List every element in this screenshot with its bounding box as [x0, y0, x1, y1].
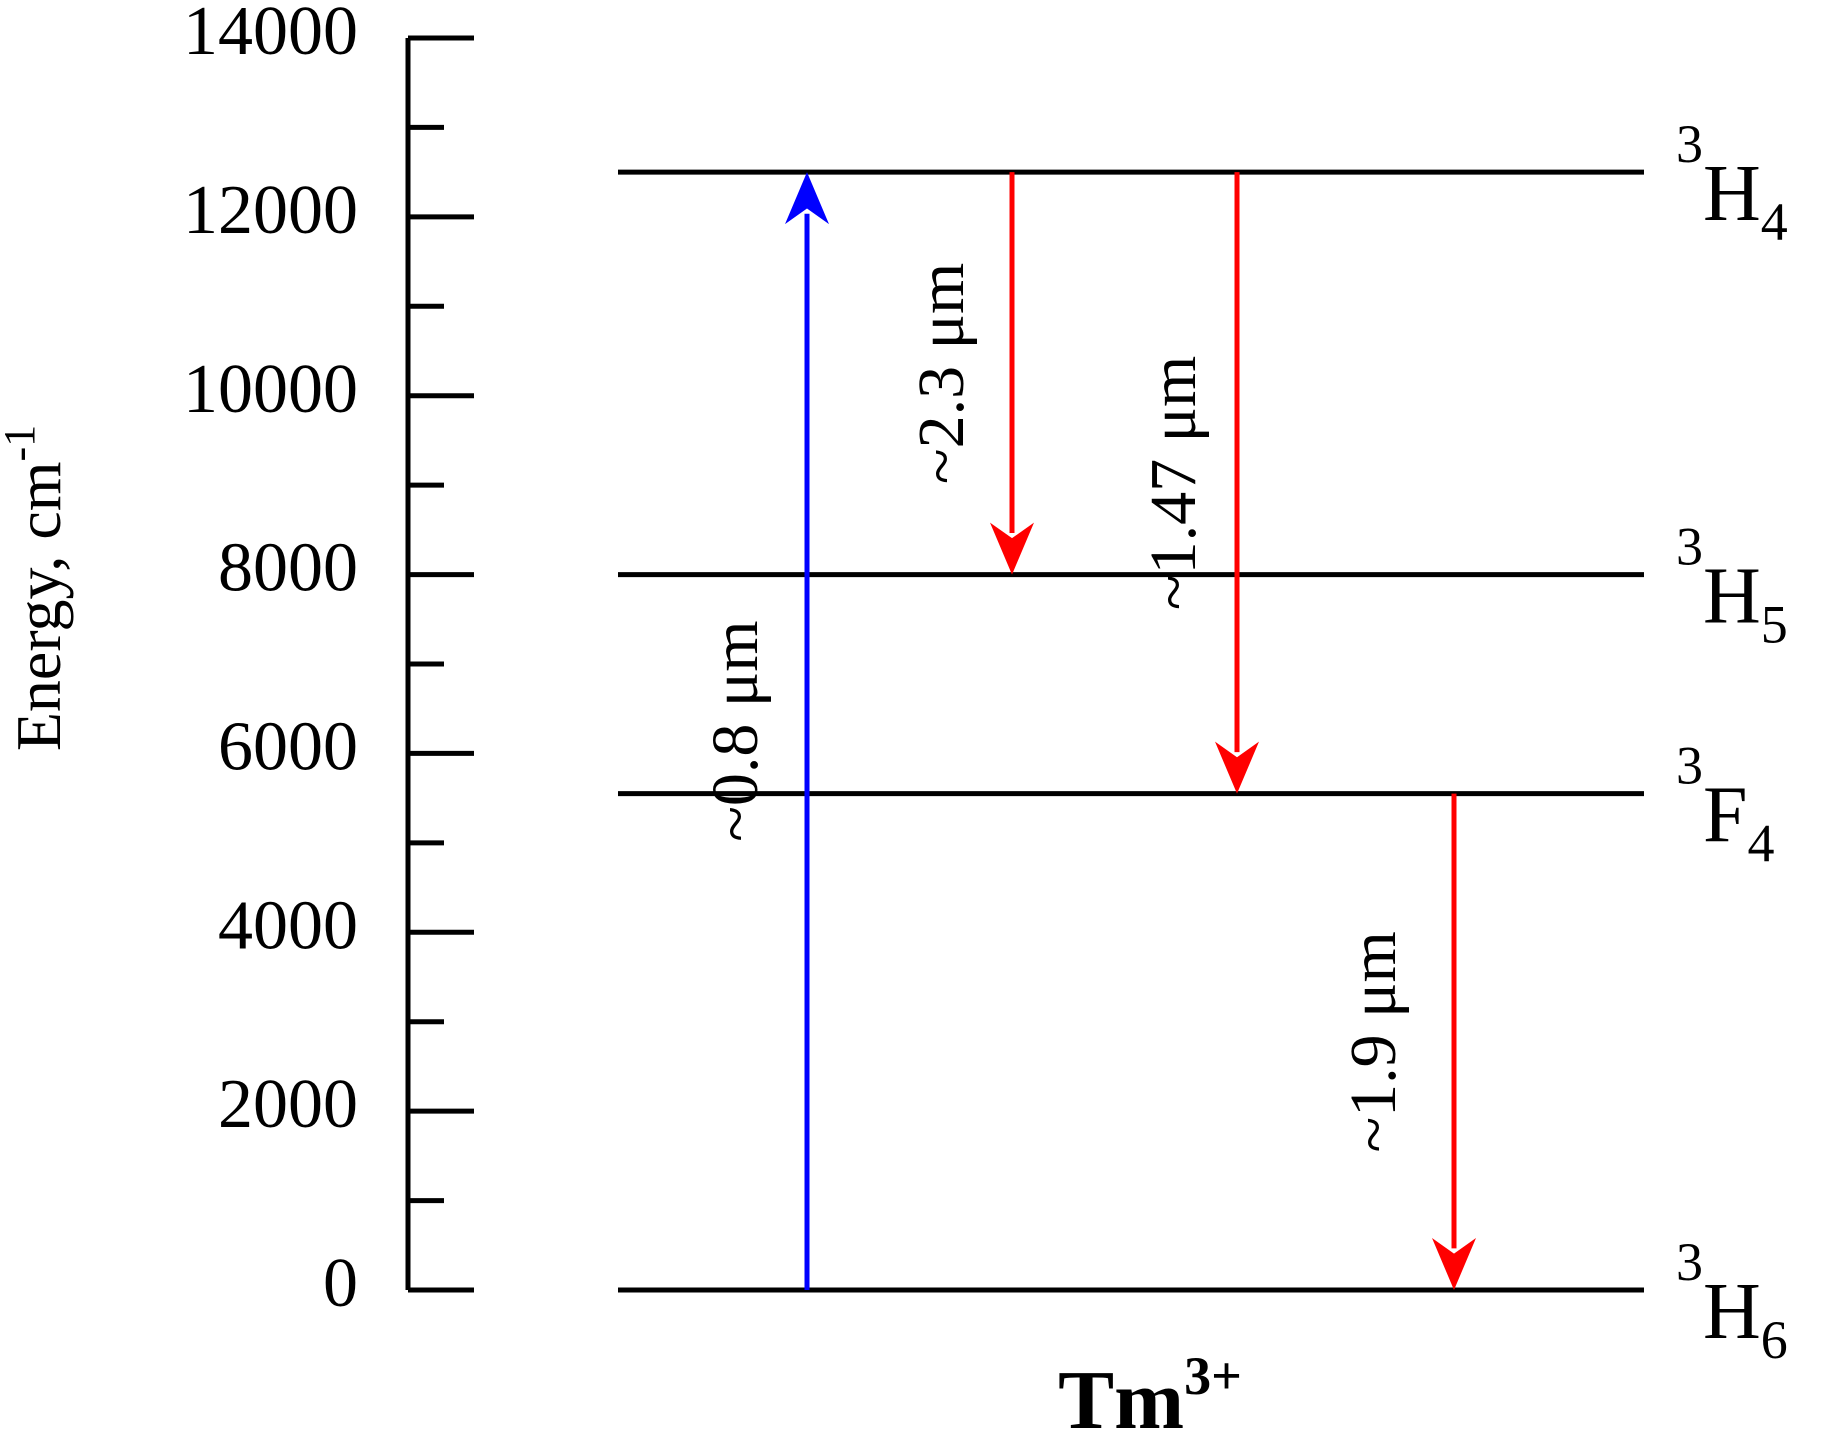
level-label-sub: 6	[1761, 1310, 1788, 1370]
transition-label: ~1.47 μm	[1137, 356, 1210, 610]
level-label-sup: 3	[1676, 736, 1703, 796]
x-axis-label-text: Tm	[1058, 1354, 1184, 1447]
transition-head	[990, 522, 1034, 575]
level-label: 3H4	[1676, 114, 1788, 252]
y-axis-label-sup: -1	[0, 425, 44, 462]
level-label-base: F	[1703, 772, 1748, 860]
transition-head	[1215, 741, 1259, 794]
x-axis-label: Tm3+	[1058, 1346, 1242, 1447]
transition-label: ~0.8 μm	[699, 620, 772, 841]
x-axis-label-sup: 3+	[1184, 1346, 1242, 1406]
y-tick-label: 14000	[183, 0, 358, 70]
level-label: 3F4	[1676, 736, 1775, 874]
level-label: 3H5	[1676, 517, 1788, 655]
y-tick-label: 12000	[183, 172, 358, 249]
transition-head	[785, 172, 829, 225]
y-axis-label-text: Energy, cm	[3, 461, 74, 751]
level-label-sup: 3	[1676, 114, 1703, 174]
level-label-sup: 3	[1676, 1232, 1703, 1292]
transition-label: ~2.3 μm	[905, 263, 978, 484]
level-label: 3H6	[1676, 1232, 1788, 1370]
level-label-base: H	[1703, 1268, 1761, 1356]
level-label-base: H	[1703, 150, 1761, 238]
y-tick-label: 2000	[218, 1066, 358, 1143]
level-label-sub: 4	[1748, 814, 1775, 874]
y-tick-label: 4000	[218, 887, 358, 964]
level-label-sup: 3	[1676, 517, 1703, 577]
y-tick-label: 0	[323, 1245, 358, 1322]
transition-head	[1432, 1238, 1476, 1290]
y-tick-label: 6000	[218, 708, 358, 785]
level-label-sub: 4	[1761, 192, 1788, 252]
y-tick-label: 10000	[183, 351, 358, 428]
y-tick-label: 8000	[218, 530, 358, 607]
level-label-sub: 5	[1761, 595, 1788, 655]
level-label-base: H	[1703, 553, 1761, 641]
y-axis-label: Energy, cm-1	[0, 425, 74, 751]
transition-label: ~1.9 μm	[1337, 931, 1410, 1152]
